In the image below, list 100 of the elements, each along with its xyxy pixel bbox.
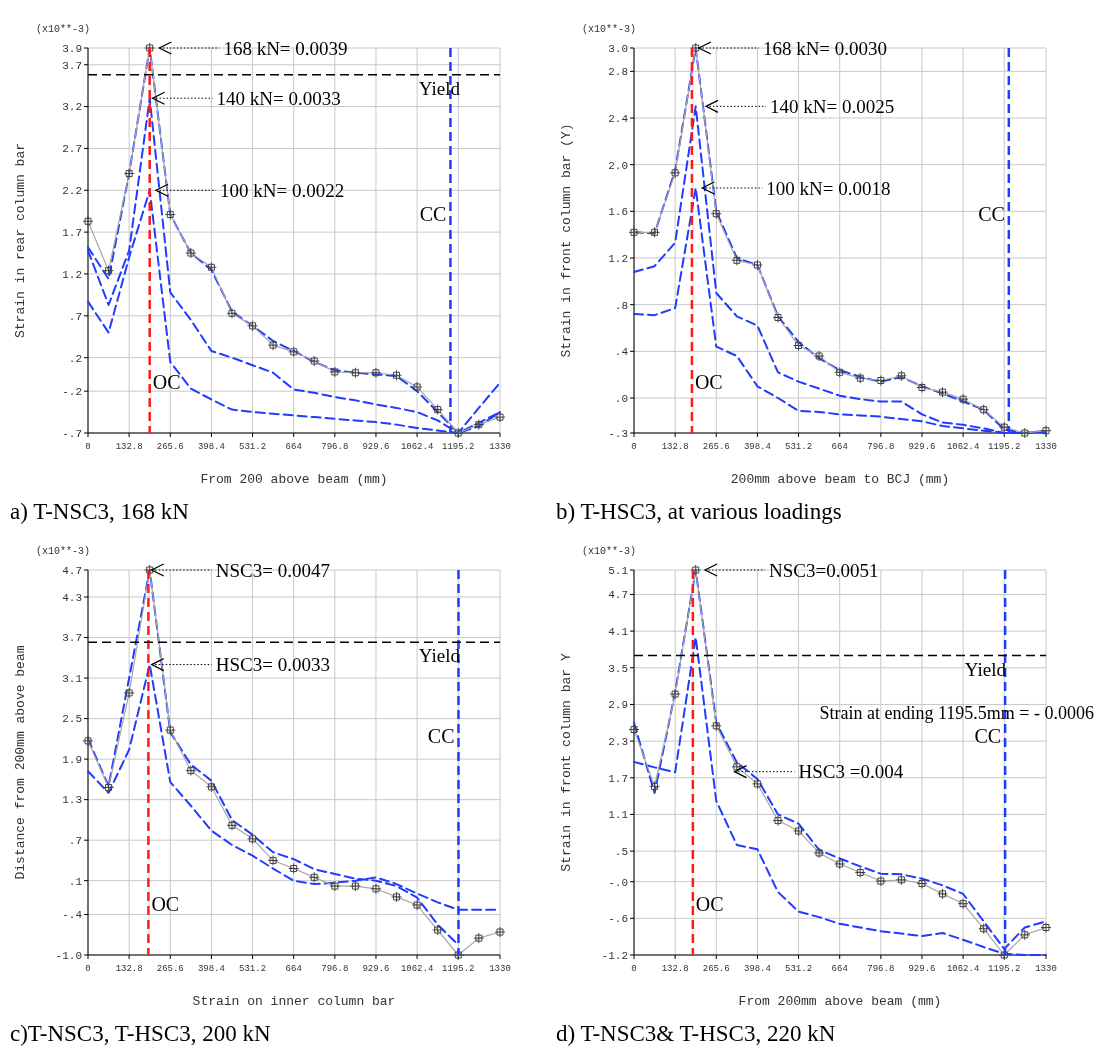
x-tick-label: 531.2	[239, 442, 267, 452]
y-tick-label: .7	[68, 310, 82, 323]
y-tick-label: 3.1	[62, 672, 83, 685]
ref-line-label: CC	[419, 203, 447, 226]
y-tick-label: 3.7	[62, 632, 82, 645]
y-tick-label: 2.5	[62, 713, 82, 726]
text: (x10**-3)	[582, 546, 637, 557]
x-tick-label: 265.6	[702, 442, 730, 452]
x-tick-label: 664	[285, 442, 302, 452]
x-tick-label: 398.4	[197, 442, 225, 452]
y-tick-label: -1.0	[55, 949, 82, 962]
x-tick-label: 1330	[1035, 442, 1057, 452]
y-tick-label: .5	[614, 845, 628, 858]
x-tick-label: 796.8	[867, 964, 895, 974]
text: (x10**-3)	[36, 24, 91, 35]
x-tick-label: 265.6	[702, 964, 730, 974]
text: d) T-NSC3& T-HSC3, 220 kN	[556, 1021, 836, 1046]
x-axis-title: From 200 above beam (mm)	[200, 472, 388, 487]
y-tick-label: 1.9	[62, 753, 82, 766]
y-tick-label: 4.7	[608, 589, 628, 602]
ref-line-label: OC	[151, 893, 180, 915]
x-tick-label: 796.8	[321, 442, 349, 452]
text: c)T-NSC3, T-HSC3, 200 kN	[10, 1021, 271, 1046]
y-tick-label: 3.2	[62, 101, 82, 114]
y-tick-label: 1.6	[608, 206, 628, 219]
x-tick-label: 1062.4	[400, 964, 434, 974]
x-tick-label: 531.2	[239, 964, 267, 974]
x-tick-label: 929.6	[362, 442, 390, 452]
x-tick-label: 796.8	[321, 964, 349, 974]
y-axis-title: Strain in front column bar Y	[559, 653, 574, 872]
ref-line-label: CC	[978, 203, 1005, 226]
text: a) T-NSC3, 168 kN	[10, 499, 190, 524]
x-tick-label: 929.6	[362, 964, 390, 974]
y-tick-label: 4.3	[62, 591, 82, 604]
ref-line-label: CC	[974, 725, 1002, 748]
y-tick-label: -.7	[62, 427, 82, 440]
y-tick-label: .4	[614, 346, 629, 359]
x-tick-label: 1330	[489, 442, 511, 452]
y-tick-label: 2.4	[608, 112, 629, 125]
y-tick-label: 3.0	[608, 42, 628, 55]
x-tick-label: 664	[285, 964, 302, 974]
x-tick-label: 398.4	[743, 964, 771, 974]
y-tick-label: 1.2	[608, 252, 628, 265]
x-tick-label: 265.6	[156, 442, 184, 452]
y-tick-label: .7	[68, 835, 82, 848]
x-tick-label: 1062.4	[400, 442, 434, 452]
text: b) T-HSC3, at various loadings	[556, 499, 842, 524]
y-tick-label: 3.9	[62, 42, 82, 55]
text: (x10**-3)	[36, 546, 91, 557]
x-tick-label: 132.8	[661, 442, 689, 452]
annotation: 100 kN= 0.0022	[219, 179, 345, 201]
annotation: 140 kN= 0.0025	[770, 95, 895, 117]
y-tick-label: 3.7	[62, 59, 82, 72]
x-axis-title: From 200mm above beam (mm)	[738, 994, 942, 1009]
y-axis-title: Strain in front column bar (Y)	[559, 123, 574, 358]
annotation: 168 kN= 0.0030	[762, 37, 888, 59]
ref-line-label: Yield	[418, 77, 461, 99]
text: (x10**-3)	[582, 24, 637, 35]
y-tick-label: -.0	[608, 876, 628, 889]
x-tick-label: 1062.4	[946, 964, 980, 974]
ref-line-label: Yield	[964, 658, 1007, 680]
y-tick-label: .2	[68, 352, 82, 365]
x-tick-label: 1195.2	[988, 442, 1021, 452]
y-tick-label: 1.7	[608, 772, 628, 785]
x-tick-label: 929.6	[908, 964, 936, 974]
x-tick-label: 265.6	[156, 964, 184, 974]
x-tick-label: 531.2	[785, 964, 813, 974]
ref-line-label: OC	[152, 371, 181, 393]
y-tick-label: 2.9	[608, 699, 628, 712]
y-tick-label: .1	[68, 875, 83, 888]
y-tick-label: .8	[614, 299, 628, 312]
x-tick-label: 0	[85, 442, 91, 452]
x-tick-label: 0	[631, 964, 637, 974]
x-axis-title: 200mm above beam to BCJ (mm)	[730, 472, 950, 487]
y-tick-label: 2.7	[62, 143, 82, 156]
y-tick-label: 3.5	[608, 662, 628, 675]
x-tick-label: 0	[85, 964, 91, 974]
annotation: HSC3 =0.004	[798, 761, 904, 783]
x-tick-label: 664	[831, 964, 848, 974]
y-tick-label: 1.2	[62, 268, 82, 281]
annotation: NSC3= 0.0047	[215, 559, 330, 581]
x-tick-label: 1330	[489, 964, 511, 974]
ref-line-label: OC	[695, 893, 724, 915]
x-tick-label: 1195.2	[988, 964, 1021, 974]
y-axis-title: Distance from 200mm above beam	[13, 645, 28, 880]
y-tick-label: 2.8	[608, 66, 628, 79]
y-tick-label: .0	[614, 392, 628, 405]
x-tick-label: 796.8	[867, 442, 895, 452]
y-axis-title: Strain in rear column bar	[13, 142, 28, 339]
x-tick-label: 929.6	[908, 442, 936, 452]
y-tick-label: 1.7	[62, 226, 82, 239]
x-tick-label: 132.8	[115, 442, 143, 452]
ref-line-label: CC	[427, 725, 455, 748]
x-axis-title: Strain on inner column bar	[192, 994, 396, 1009]
annotation: 168 kN= 0.0039	[223, 37, 348, 59]
y-tick-label: -.3	[608, 427, 628, 440]
annotation: 100 kN= 0.0018	[766, 177, 891, 199]
y-tick-label: 1.3	[62, 794, 82, 807]
x-tick-label: 531.2	[785, 442, 813, 452]
y-tick-label: 2.2	[62, 185, 82, 198]
